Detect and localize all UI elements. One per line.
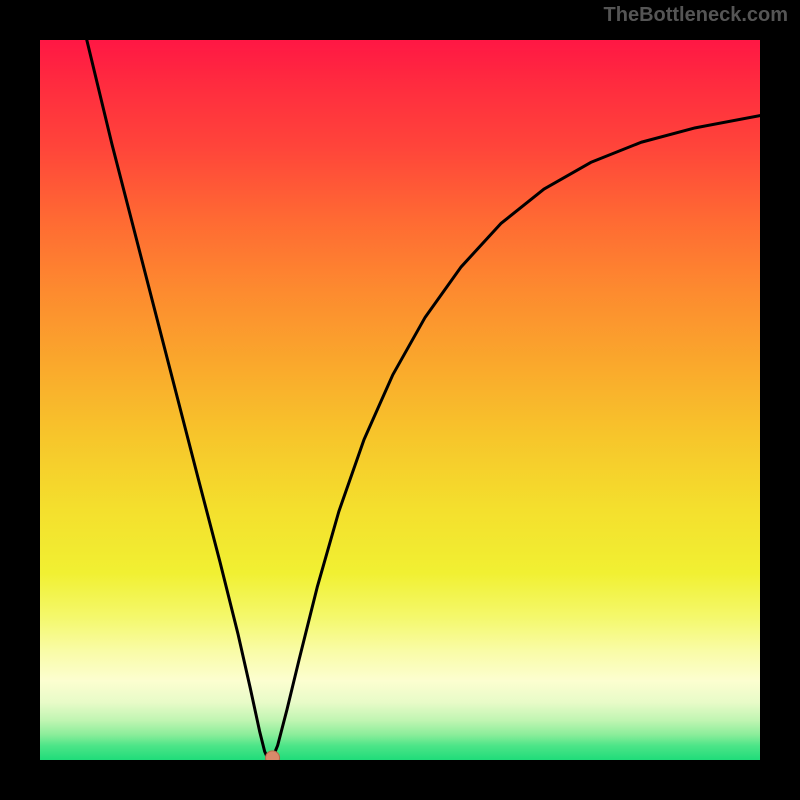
plot-area xyxy=(40,40,760,760)
chart-svg xyxy=(40,40,760,760)
watermark-text: TheBottleneck.com xyxy=(604,4,788,27)
minimum-marker xyxy=(266,751,280,760)
gradient-background xyxy=(40,40,760,760)
chart-container: TheBottleneck.com xyxy=(0,0,800,800)
